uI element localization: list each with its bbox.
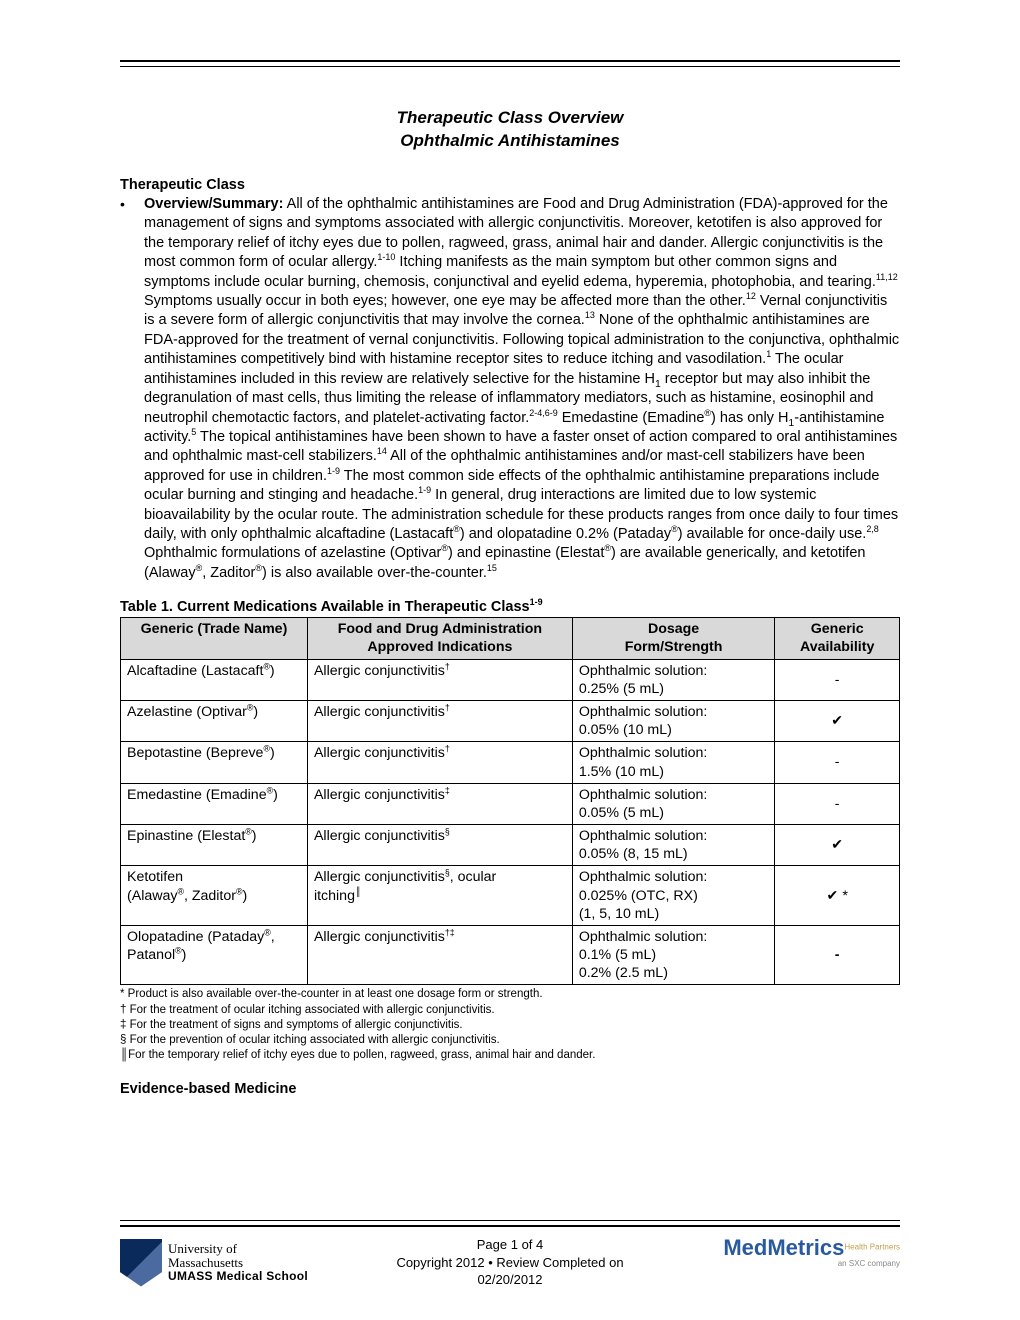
footnote-1: * Product is also available over-the-cou… — [120, 987, 900, 1002]
copyright: Copyright 2012 • Review Completed on — [396, 1255, 623, 1270]
table-row: Bepotastine (Bepreve®) Allergic conjunct… — [121, 742, 900, 783]
title-line-1: Therapeutic Class Overview — [397, 108, 624, 127]
table-header-row: Generic (Trade Name) Food and Drug Admin… — [121, 618, 900, 659]
footnote-5: ║For the temporary relief of itchy eyes … — [120, 1048, 900, 1063]
footer-center: Page 1 of 4 Copyright 2012 • Review Comp… — [320, 1236, 700, 1289]
title-line-2: Ophthalmic Antihistamines — [400, 131, 619, 150]
overview-label: Overview/Summary: — [144, 196, 283, 212]
table-caption-text: Table 1. Current Medications Available i… — [120, 599, 530, 615]
footnote-4: § For the prevention of ocular itching a… — [120, 1033, 900, 1048]
page-number: Page 1 of 4 — [477, 1237, 544, 1252]
therapeutic-class-heading: Therapeutic Class — [120, 177, 900, 193]
footnote-2: † For the treatment of ocular itching as… — [120, 1003, 900, 1018]
table-row: Ketotifen (Alaway®, Zaditor®) Allergic c… — [121, 866, 900, 926]
table-footnotes: * Product is also available over-the-cou… — [120, 987, 900, 1063]
review-date: 02/20/2012 — [477, 1272, 542, 1287]
medmetrics-logo: MedMetricsHealth Partners an SXC company — [700, 1235, 900, 1290]
evidence-heading: Evidence-based Medicine — [120, 1081, 900, 1097]
table-row: Emedastine (Emadine®) Allergic conjuncti… — [121, 783, 900, 824]
col-availability: Generic Availability — [775, 618, 900, 659]
footnote-3: ‡ For the treatment of signs and symptom… — [120, 1018, 900, 1033]
umass-shield-icon — [120, 1239, 162, 1287]
table-row: Azelastine (Optivar®) Allergic conjuncti… — [121, 701, 900, 742]
col-indications: Food and Drug Administration Approved In… — [307, 618, 572, 659]
table-caption-sup: 1-9 — [530, 597, 543, 607]
table-row: Olopatadine (Pataday®, Patanol®) Allergi… — [121, 925, 900, 985]
table-row: Epinastine (Elestat®) Allergic conjuncti… — [121, 825, 900, 866]
col-generic: Generic (Trade Name) — [121, 618, 308, 659]
medications-table: Generic (Trade Name) Food and Drug Admin… — [120, 617, 900, 985]
document-title: Therapeutic Class Overview Ophthalmic An… — [120, 107, 900, 153]
umass-logo: University of Massachusetts UMASS Medica… — [120, 1235, 320, 1290]
top-rule — [120, 60, 900, 67]
bullet-icon: • — [120, 195, 144, 583]
table-caption: Table 1. Current Medications Available i… — [120, 599, 900, 615]
page-footer: University of Massachusetts UMASS Medica… — [120, 1200, 900, 1290]
table-row: Alcaftadine (Lastacaft®) Allergic conjun… — [121, 659, 900, 700]
overview-body: Overview/Summary: All of the ophthalmic … — [144, 195, 900, 583]
overview-bullet-row: • Overview/Summary: All of the ophthalmi… — [120, 195, 900, 583]
col-dosage: Dosage Form/Strength — [572, 618, 775, 659]
footer-rule — [120, 1220, 900, 1227]
